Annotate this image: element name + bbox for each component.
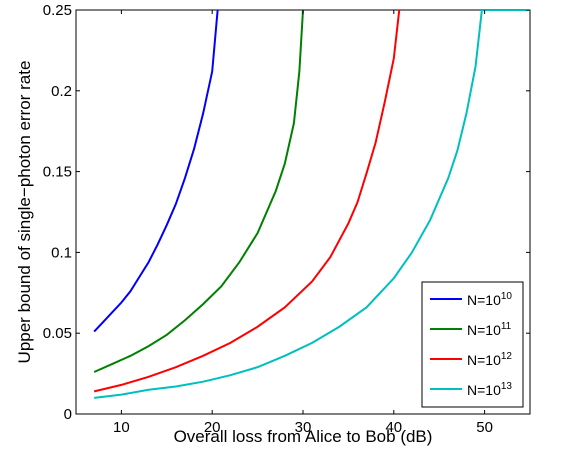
y-tick-label: 0.05 bbox=[43, 325, 72, 342]
y-tick-label: 0.15 bbox=[43, 164, 72, 181]
series-line-10 bbox=[93, 10, 219, 333]
ticks-layer: 10 20 30 40 50 0 0.05 0.1 0.15 0.2 0.25 bbox=[43, 2, 530, 436]
y-axis-label: Upper bound of single−photon error rate bbox=[15, 61, 34, 364]
y-tick-label: 0.1 bbox=[51, 244, 72, 261]
series-line-13 bbox=[94, 10, 530, 399]
series-layer bbox=[93, 10, 530, 399]
legend-box bbox=[421, 281, 524, 408]
y-tick-label: 0.2 bbox=[51, 83, 72, 100]
series-line-11 bbox=[93, 10, 304, 373]
y-tick-label: 0.25 bbox=[43, 2, 72, 19]
x-tick-label: 10 bbox=[113, 419, 130, 436]
legend-label: N=1011 bbox=[467, 321, 512, 338]
x-tick-label: 40 bbox=[385, 419, 402, 436]
x-tick-label: 50 bbox=[476, 419, 493, 436]
x-tick-label: 20 bbox=[204, 419, 221, 436]
x-tick-label: 30 bbox=[295, 419, 312, 436]
y-tick-label: 0 bbox=[64, 406, 72, 423]
series-line-12 bbox=[93, 10, 401, 393]
x-axis-label: Overall loss from Alice to Bob (dB) bbox=[174, 427, 433, 446]
